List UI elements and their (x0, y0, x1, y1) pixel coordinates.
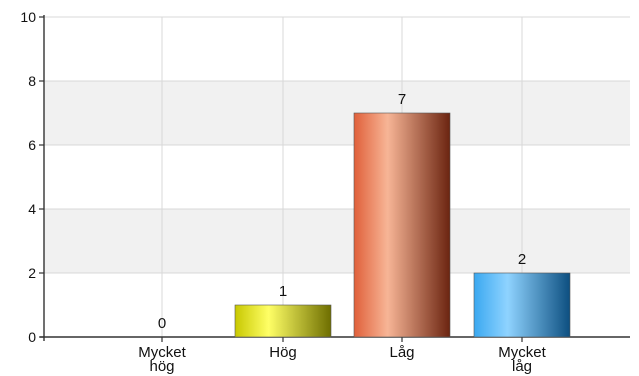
y-tick-label: 2 (28, 265, 36, 281)
bars (234, 112, 571, 338)
bar (353, 112, 451, 338)
data-labels: 0 1 7 2 (158, 91, 526, 332)
y-tick-label: 0 (28, 329, 36, 345)
data-label: 1 (279, 283, 287, 300)
y-tick-label: 8 (28, 73, 36, 89)
category-label: Hög (269, 344, 297, 361)
grid-band (44, 81, 630, 145)
category-label: Låg (389, 344, 414, 361)
grid-band (44, 209, 630, 273)
category-label: Mycket låg (498, 344, 546, 375)
data-label: 7 (398, 91, 406, 108)
y-tick-labels: 0 2 4 6 8 10 (20, 9, 36, 345)
data-label: 2 (518, 251, 526, 268)
category-labels: Mycket hög Hög Låg Mycket låg (138, 344, 546, 375)
y-tick-label: 6 (28, 137, 36, 153)
y-tick-label: 10 (20, 9, 36, 25)
bar (473, 272, 571, 338)
category-label: Mycket hög (138, 344, 186, 375)
grid-bands (44, 81, 630, 273)
y-tick-label: 4 (28, 201, 36, 217)
data-label: 0 (158, 315, 166, 332)
bar (234, 304, 332, 338)
